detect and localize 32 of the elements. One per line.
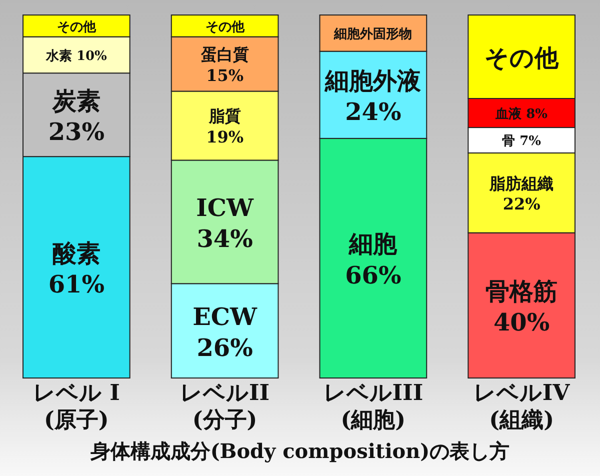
series-label: 脂質 <box>208 106 241 126</box>
data-label: 15% <box>206 66 244 85</box>
series-label: 細胞外固形物 <box>333 27 412 42</box>
x-tick-label: レベルII (分子) <box>180 380 270 433</box>
x-tick-label: レベルIV (組織) <box>473 380 571 433</box>
x-tick-label: レベルIII (細胞) <box>323 380 424 433</box>
series-label: 細胞外液 <box>324 66 422 95</box>
series-label: ECW <box>192 302 258 331</box>
series-label: 酸素 <box>52 238 100 268</box>
data-label: 26% <box>196 333 254 362</box>
text: 血液 8% <box>496 106 548 122</box>
text: 身体構成成分(Body composition)の表し方 <box>89 439 510 463</box>
data-label: 24% <box>345 97 402 126</box>
data-label: 61% <box>48 269 105 298</box>
series-label: その他 <box>56 20 97 35</box>
data-label: 66% <box>345 260 402 290</box>
data-label: 34% <box>196 224 254 254</box>
series-label: ICW <box>196 192 254 222</box>
data-label: 23% <box>48 117 105 146</box>
series-label: 脂肪組織 <box>488 174 554 193</box>
series-label: 骨格筋 <box>486 276 558 306</box>
text: 水素 10% <box>46 48 107 64</box>
series-label: 細胞 <box>348 229 398 258</box>
data-label: 19% <box>206 128 244 147</box>
data-label: 40% <box>493 308 550 337</box>
series-label: その他 <box>205 20 246 35</box>
x-tick-label: レベル I (原子) <box>32 380 120 433</box>
text: 骨 7% <box>502 134 542 150</box>
data-label: 22% <box>502 194 540 214</box>
series-label: 炭素 <box>51 86 100 115</box>
series-label: その他 <box>484 42 560 72</box>
series-label: 蛋白質 <box>200 45 249 64</box>
